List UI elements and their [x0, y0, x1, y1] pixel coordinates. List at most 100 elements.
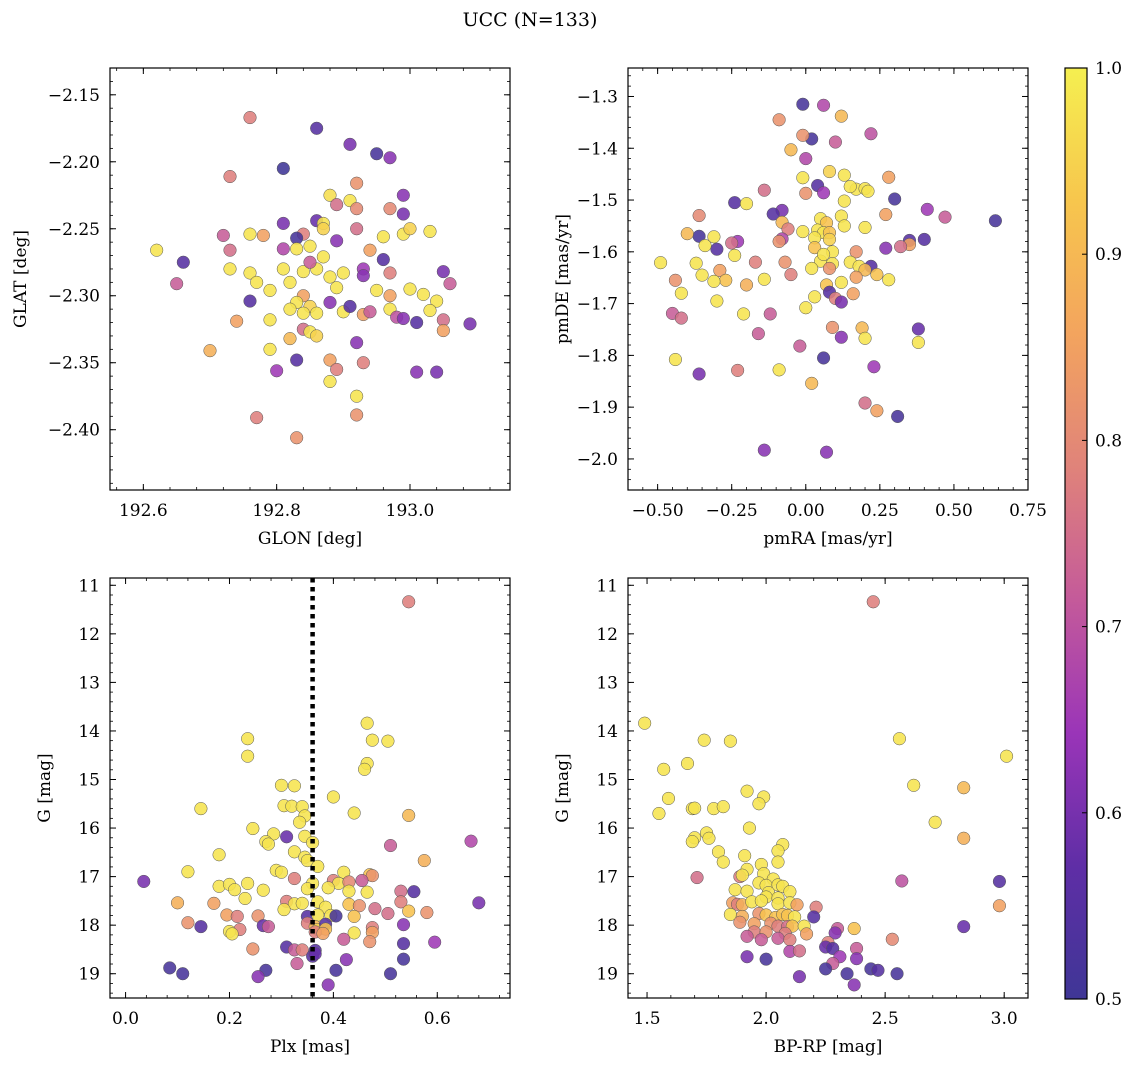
y-tick-label: 19 — [78, 965, 100, 985]
y-tick-label: −2.25 — [48, 220, 100, 240]
x-tick-label: 0.2 — [216, 1009, 243, 1029]
scatter-point — [243, 294, 257, 308]
scatter-point — [822, 232, 837, 246]
scatter-point — [772, 363, 786, 377]
scatter-point — [290, 956, 304, 971]
y-tick-label: −1.5 — [577, 191, 618, 211]
scatter-point — [295, 896, 309, 910]
scatter-point — [295, 943, 309, 957]
scatter-point — [376, 253, 390, 267]
y-tick-label: 15 — [596, 771, 618, 791]
scatter-point — [766, 207, 780, 221]
axis-ticks — [628, 578, 1029, 998]
scatter-point — [283, 275, 297, 289]
y-tick-label: −2.40 — [48, 421, 100, 441]
scatter-point — [992, 874, 1006, 889]
scatter-point — [759, 952, 773, 966]
scatter-point — [742, 821, 756, 835]
scatter-point — [228, 883, 242, 897]
scatter-point — [323, 374, 337, 389]
y-tick-label: 16 — [78, 819, 100, 839]
scatter-point — [350, 222, 364, 236]
y-tick-label: 13 — [596, 673, 618, 693]
y-tick-label: 19 — [596, 965, 618, 985]
scatter-point — [416, 287, 430, 301]
scatter-point — [181, 865, 195, 879]
scatter-point — [329, 963, 343, 977]
scatter-point — [731, 363, 745, 377]
scatter-point — [752, 797, 766, 811]
scatter-point — [716, 855, 730, 869]
y-tick-label: −1.8 — [577, 346, 618, 366]
scatter-points — [150, 111, 477, 445]
x-tick-label: 0.25 — [861, 501, 899, 521]
scatter-point — [396, 188, 410, 202]
scatter-point — [907, 778, 921, 792]
scatter-point — [740, 929, 754, 943]
scatter-point — [287, 779, 301, 793]
scatter-point — [238, 891, 252, 906]
scatter-point — [230, 909, 244, 923]
scatter-point — [277, 903, 291, 917]
scatter-point — [243, 266, 257, 280]
scatter-point — [957, 920, 971, 934]
scatter-point — [957, 781, 971, 795]
scatter-point — [430, 294, 444, 308]
scatter-point — [370, 147, 384, 161]
figure-title: UCC (N=133) — [463, 9, 598, 31]
scatter-point — [256, 228, 270, 243]
scatter-point — [661, 791, 676, 805]
y-tick-label: 17 — [78, 868, 100, 888]
scatter-point — [837, 219, 851, 233]
y-tick-label: 17 — [596, 868, 618, 888]
scatter-point — [350, 389, 364, 403]
scatter-point — [323, 270, 337, 284]
scatter-point — [343, 137, 357, 151]
scatter-point — [326, 790, 340, 804]
scatter-point — [376, 230, 390, 244]
scatter-point — [697, 733, 711, 747]
scatter-point — [243, 227, 257, 241]
scatter-point — [402, 595, 416, 609]
axis-ticks — [110, 67, 510, 490]
scatter-point — [710, 294, 724, 308]
panel-pmra-pmde: −0.50 −0.25 0.00 0.25 0.50 0.75 −1.3 −1.4 −1.5 −1… — [553, 67, 1047, 549]
y-tick-label: −2.15 — [48, 86, 100, 106]
x-tick-label: 0.6 — [424, 1009, 451, 1029]
scatter-point — [360, 885, 374, 899]
scatter-point — [796, 225, 810, 239]
y-tick-label: 12 — [78, 625, 100, 645]
scatter-point — [858, 263, 872, 277]
scatter-point — [323, 295, 337, 309]
scatter-point — [396, 207, 410, 221]
scatter-point — [692, 209, 706, 223]
panel-bprp-g: 1.5 2.0 2.5 3.0 11 12 13 14 15 16 17 18 19 BP-RP [mag… — [553, 576, 1029, 1057]
scatter-point — [748, 255, 762, 269]
scatter-point — [725, 236, 739, 250]
scatter-point — [263, 283, 277, 297]
scatter-point — [293, 815, 307, 829]
scatter-point — [808, 290, 822, 304]
scatter-point — [410, 365, 424, 379]
scatter-point — [170, 896, 185, 910]
scatter-point — [203, 344, 217, 358]
scatter-point — [796, 171, 810, 185]
scatter-point — [805, 376, 819, 390]
scatter-point — [713, 263, 727, 278]
scatter-point — [849, 270, 863, 284]
scatter-point — [754, 933, 768, 947]
x-axis-label: BP-RP [mag] — [774, 1037, 883, 1057]
x-tick-label: 0.00 — [787, 501, 825, 521]
y-axis-label: G [mag] — [553, 753, 573, 822]
scatter-point — [988, 214, 1002, 228]
scatter-point — [270, 364, 284, 378]
panel-glon-glat: 192.6 192.8 193.0 −2.15 −2.20 −2.25 −2.30 −2.35… — [11, 67, 511, 549]
x-tick-label: 0.75 — [1009, 501, 1047, 521]
scatter-point — [882, 170, 896, 184]
scatter-point — [817, 247, 831, 261]
x-axis-label: GLON [deg] — [258, 529, 362, 549]
scatter-point — [274, 778, 288, 792]
scatter-point — [423, 224, 437, 238]
scatter-point — [316, 926, 330, 940]
scatter-point — [864, 127, 878, 141]
